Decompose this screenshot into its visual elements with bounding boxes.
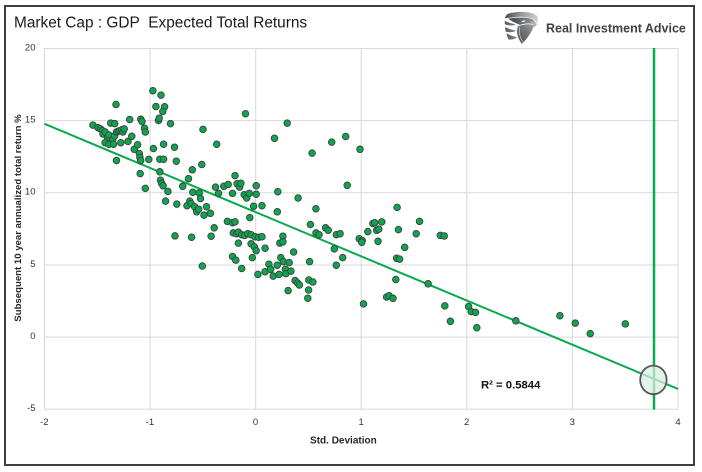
svg-text:Subsequent 10 year annualized: Subsequent 10 year annualized total retu… xyxy=(13,114,24,322)
svg-text:10: 10 xyxy=(25,187,36,198)
svg-text:0: 0 xyxy=(30,331,35,342)
svg-text:Market Cap : GDP Expected Tot: Market Cap : GDP Expected Total Returns xyxy=(14,15,307,32)
svg-text:0: 0 xyxy=(253,417,258,428)
svg-text:-1: -1 xyxy=(146,417,154,428)
svg-text:R² = 0.5844: R² = 0.5844 xyxy=(481,380,541,392)
svg-text:4: 4 xyxy=(675,417,680,428)
svg-text:1: 1 xyxy=(358,417,363,428)
svg-text:15: 15 xyxy=(25,115,36,126)
svg-text:20: 20 xyxy=(25,42,36,53)
svg-text:Std. Deviation: Std. Deviation xyxy=(310,436,377,447)
svg-text:2: 2 xyxy=(464,417,469,428)
svg-text:-2: -2 xyxy=(40,417,48,428)
svg-text:-5: -5 xyxy=(27,403,35,414)
svg-text:Real Investment Advice: Real Investment Advice xyxy=(546,22,686,36)
svg-text:5: 5 xyxy=(30,259,35,270)
svg-text:3: 3 xyxy=(570,417,575,428)
